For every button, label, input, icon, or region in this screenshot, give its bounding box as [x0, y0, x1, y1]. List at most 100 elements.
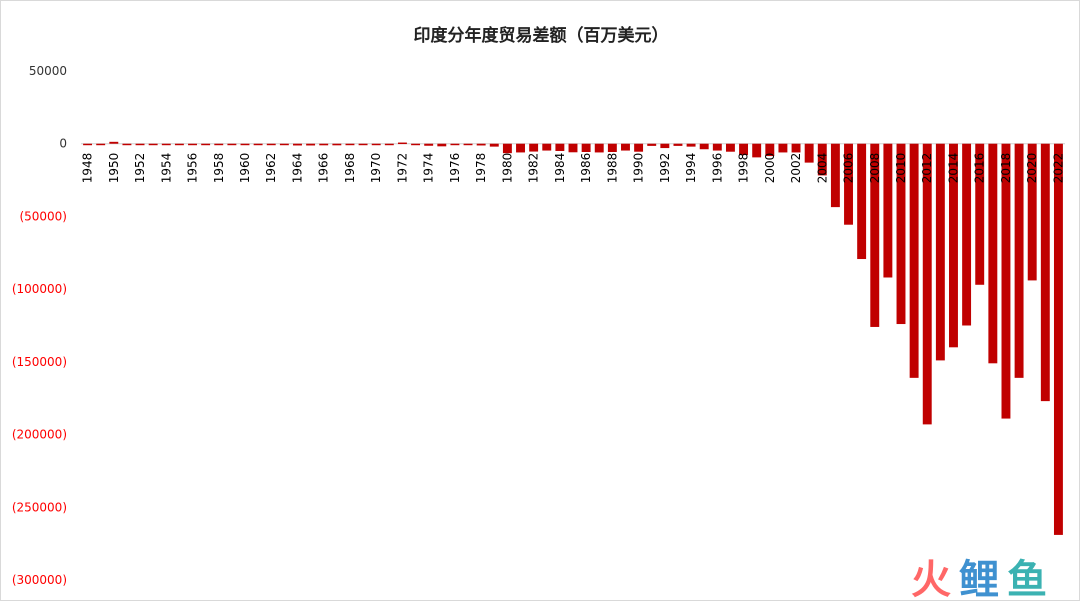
bar-1991 [647, 143, 657, 146]
x-tick-label: 1972 [395, 153, 409, 184]
bar-1978 [476, 143, 486, 146]
bar-1985 [568, 143, 578, 153]
x-tick-label: 1998 [737, 153, 751, 184]
bar-2005 [830, 143, 840, 208]
x-tick-label: 1970 [369, 153, 383, 184]
bar-1983 [542, 143, 552, 151]
x-axis: 1948 1950 1952 1954 1956 1958 1960 1962 1964 1966… [81, 153, 1066, 184]
x-tick-label: 2016 [973, 153, 987, 184]
bar-2017 [988, 143, 998, 364]
bar-1956 [188, 143, 197, 146]
bar-2004 [817, 143, 827, 176]
x-tick-label: 2010 [894, 153, 908, 184]
bar-1971 [384, 143, 394, 146]
bar-1993 [673, 143, 683, 146]
bar-2006 [844, 143, 853, 225]
bar-1965 [306, 143, 316, 146]
x-tick-label: 2002 [789, 153, 803, 184]
x-tick-label: 2006 [842, 153, 856, 184]
x-tick-label: 2008 [868, 153, 882, 184]
bar-2010 [896, 143, 906, 325]
bar-1955 [174, 143, 184, 146]
bars [83, 141, 1063, 535]
bar-1981 [516, 143, 525, 153]
bar-2021 [1040, 143, 1050, 402]
bar-1957 [201, 143, 211, 146]
bar-2003 [804, 143, 814, 163]
bar-1997 [725, 143, 735, 152]
y-tick-label: (100000) [12, 282, 67, 296]
bar-1960 [240, 143, 250, 146]
x-tick-label: 1974 [422, 153, 436, 184]
bar-2016 [975, 143, 985, 285]
x-tick-label: 1962 [264, 153, 278, 184]
x-tick-label: 1950 [107, 153, 121, 184]
x-tick-label: 1964 [290, 153, 304, 184]
x-tick-label: 1954 [159, 153, 173, 184]
bar-1982 [529, 143, 539, 152]
bar-1968 [345, 143, 355, 146]
bar-1966 [319, 143, 329, 146]
bar-1977 [463, 143, 473, 146]
bar-1967 [332, 143, 342, 146]
x-tick-label: 1960 [238, 153, 252, 184]
x-tick-label: 1982 [527, 153, 541, 184]
x-tick-label: 1988 [605, 153, 619, 184]
y-tick-label: (300000) [12, 573, 67, 587]
bar-1974 [424, 143, 434, 146]
x-tick-label: 1952 [133, 153, 147, 184]
bar-1970 [371, 143, 381, 146]
bar-2001 [778, 143, 788, 153]
bar-1995 [699, 143, 709, 150]
bar-1963 [279, 143, 289, 146]
x-tick-label: 1994 [684, 153, 698, 184]
x-tick-label: 2012 [920, 153, 934, 184]
x-tick-label: 1980 [500, 153, 514, 184]
bar-1962 [266, 143, 276, 146]
bar-1953 [148, 143, 158, 146]
x-tick-label: 2004 [815, 153, 829, 184]
bar-1958 [214, 143, 224, 146]
bar-2015 [962, 143, 972, 326]
bar-1996 [712, 143, 722, 151]
y-tick-label: (50000) [19, 209, 67, 223]
x-tick-label: 1986 [579, 153, 593, 184]
bar-1989 [621, 143, 630, 151]
x-tick-label: 1984 [553, 153, 567, 184]
bar-2019 [1014, 143, 1024, 378]
bar-2000 [765, 143, 775, 157]
bar-2012 [922, 143, 932, 425]
bar-1999 [752, 143, 762, 158]
x-tick-label: 1990 [632, 153, 646, 184]
x-tick-label: 1976 [448, 153, 462, 184]
bar-1994 [686, 143, 696, 147]
bar-2022 [1053, 143, 1063, 535]
x-tick-label: 1996 [710, 153, 724, 184]
watermark-glyph: 鲤 [959, 557, 999, 600]
bar-2007 [857, 143, 867, 260]
x-tick-label: 2000 [763, 153, 777, 184]
x-tick-label: 2018 [999, 153, 1013, 184]
bar-2008 [870, 143, 880, 327]
y-axis: 50000 0 (50000) (100000) (150000) (200000) (25… [12, 64, 1065, 587]
bar-2014 [949, 143, 958, 348]
bar-1980 [502, 143, 512, 154]
bar-1948 [83, 143, 93, 146]
x-tick-label: 1968 [343, 153, 357, 184]
x-tick-label: 1956 [186, 153, 200, 184]
bar-2009 [883, 143, 893, 278]
bar-1990 [634, 143, 644, 152]
bar-1986 [581, 143, 591, 152]
bar-2013 [935, 143, 945, 361]
y-tick-label: (150000) [12, 355, 67, 369]
watermark-glyph: 火 [911, 557, 951, 600]
watermark-glyph: 鱼 [1007, 557, 1047, 600]
bar-1950 [109, 141, 119, 144]
x-tick-label: 2020 [1025, 153, 1039, 184]
y-tick-label: (250000) [12, 500, 67, 514]
bar-1952 [135, 143, 145, 146]
x-tick-label: 1958 [212, 153, 226, 184]
bar-1964 [293, 143, 302, 146]
